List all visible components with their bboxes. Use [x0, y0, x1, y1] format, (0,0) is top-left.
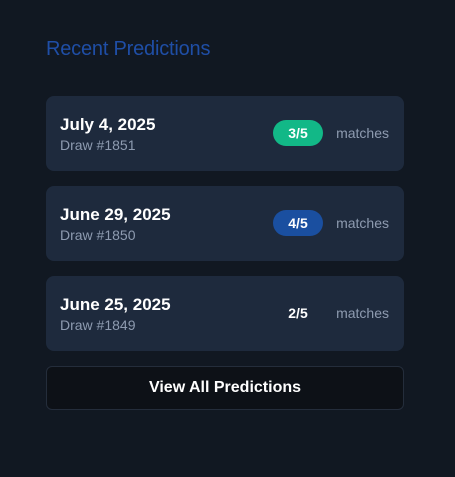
- prediction-card[interactable]: June 29, 2025 Draw #1850 4/5 matches: [46, 186, 404, 261]
- draw-number: Draw #1849: [60, 317, 136, 333]
- view-all-predictions-button[interactable]: View All Predictions: [46, 366, 404, 410]
- match-score-badge: 3/5: [273, 120, 323, 146]
- matches-label: matches: [336, 215, 389, 231]
- prediction-date: July 4, 2025: [60, 115, 156, 134]
- section-title: Recent Predictions: [46, 38, 211, 60]
- prediction-card[interactable]: July 4, 2025 Draw #1851 3/5 matches: [46, 96, 404, 171]
- recent-predictions-panel: Recent Predictions July 4, 2025 Draw #18…: [46, 30, 404, 410]
- prediction-date: June 29, 2025: [60, 205, 171, 224]
- match-score-badge: 2/5: [288, 305, 308, 321]
- draw-number: Draw #1851: [60, 137, 136, 153]
- prediction-date: June 25, 2025: [60, 295, 171, 314]
- matches-label: matches: [336, 305, 389, 321]
- match-score-badge: 4/5: [273, 210, 323, 236]
- predictions-list: July 4, 2025 Draw #1851 3/5 matches June…: [46, 96, 404, 351]
- prediction-card[interactable]: June 25, 2025 Draw #1849 2/5 matches: [46, 276, 404, 351]
- draw-number: Draw #1850: [60, 227, 136, 243]
- matches-label: matches: [336, 125, 389, 141]
